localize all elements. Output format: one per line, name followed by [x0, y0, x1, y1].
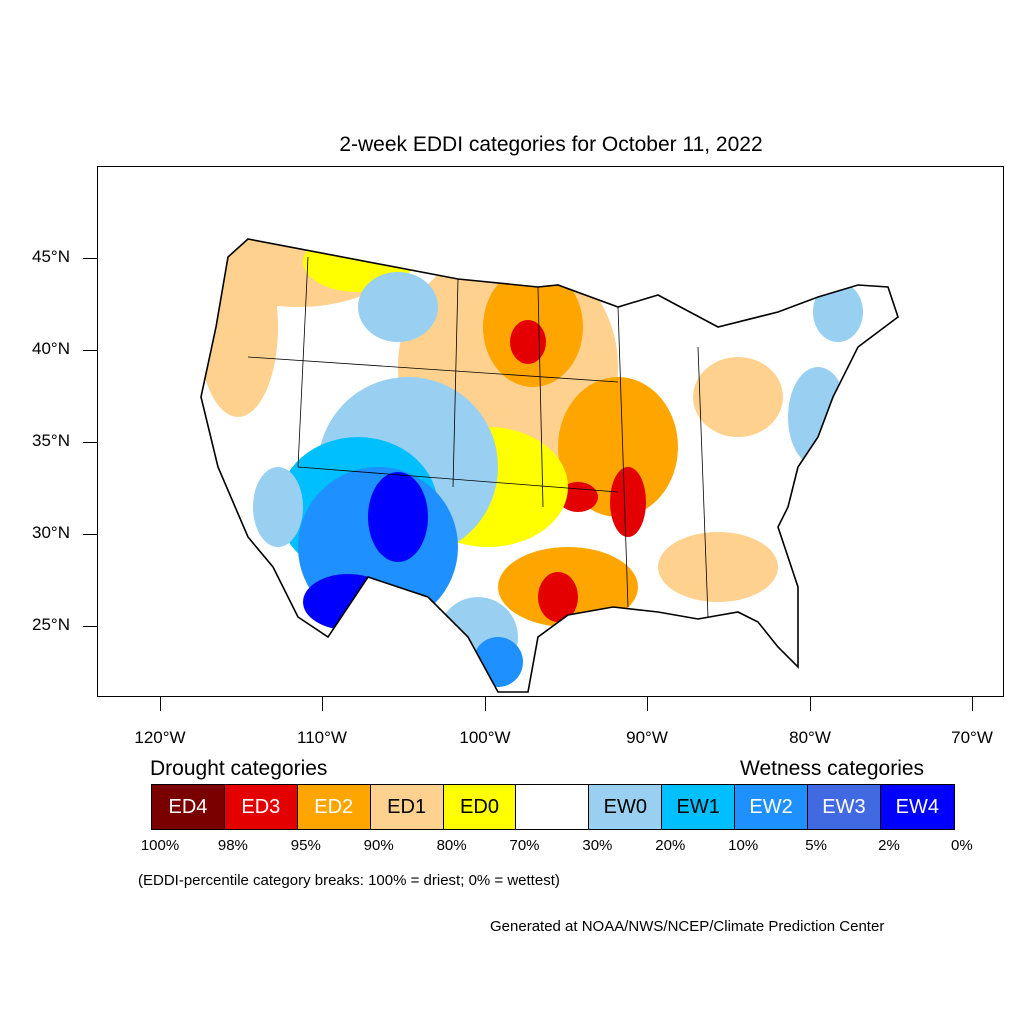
legend-swatch-ed4: ED4: [152, 785, 225, 829]
lat-label-30: 30°N: [32, 523, 70, 542]
lat-label-35: 35°N: [32, 431, 70, 450]
lat-label-45: 45°N: [32, 247, 70, 266]
legend-swatch-ed2: ED2: [297, 785, 371, 829]
legend-break-label: 10%: [728, 837, 759, 854]
legend-swatch-ew2: EW2: [735, 785, 809, 829]
legend-break-label: 98%: [217, 837, 248, 854]
wetness-header: Wetness categories: [740, 757, 925, 780]
lon-tick: [160, 697, 161, 711]
drought-header: Drought categories: [150, 757, 328, 780]
legend-swatch-ew4: EW4: [880, 785, 954, 829]
legend-break-label: 2%: [878, 837, 900, 854]
lon-tick: [972, 697, 973, 711]
lat-label-40: 40°N: [32, 339, 70, 358]
map-title: 2-week EDDI categories for October 11, 2…: [339, 133, 763, 156]
lat-tick: [83, 258, 97, 259]
legend-swatch-ew0: EW0: [589, 785, 663, 829]
legend-break-label: 95%: [290, 837, 321, 854]
lon-tick: [485, 697, 486, 711]
lon-label-120: 120°W: [134, 728, 186, 747]
lon-tick: [810, 697, 811, 711]
lon-label-100: 100°W: [459, 728, 511, 747]
lon-label-110: 110°W: [297, 728, 347, 747]
legend-break-label: 30%: [582, 837, 613, 854]
legend-break-label: 70%: [509, 837, 540, 854]
lon-tick: [647, 697, 648, 711]
legend-swatch-ed1: ED1: [370, 785, 444, 829]
lon-label-90: 90°W: [626, 728, 668, 747]
map-frame: [97, 166, 1004, 697]
legend-swatch-ed0: ED0: [443, 785, 517, 829]
lat-tick: [83, 350, 97, 351]
legend-break-label: 90%: [363, 837, 394, 854]
legend-break-label: 0%: [951, 837, 973, 854]
legend-break-label: 100%: [140, 837, 180, 854]
lat-tick: [83, 442, 97, 443]
legend-break-label: 80%: [436, 837, 467, 854]
legend-break-label: 5%: [805, 837, 827, 854]
lon-label-80: 80°W: [789, 728, 831, 747]
lat-tick: [83, 534, 97, 535]
lat-tick: [83, 626, 97, 627]
legend-note: (EDDI-percentile category breaks: 100% =…: [138, 872, 560, 889]
lon-tick: [322, 697, 323, 711]
legend-swatch-ed3: ED3: [224, 785, 298, 829]
lon-label-70: 70°W: [951, 728, 993, 747]
eddi-map: [200, 238, 899, 693]
legend-swatch-ew1: EW1: [662, 785, 736, 829]
legend-swatch-ew3: EW3: [808, 785, 881, 829]
lat-label-25: 25°N: [32, 615, 70, 634]
credit-text: Generated at NOAA/NWS/NCEP/Climate Predi…: [490, 918, 885, 935]
legend-break-label: 20%: [655, 837, 686, 854]
category-legend: ED4 ED3 ED2 ED1 ED0 EW0 EW1 EW2 EW3 EW4: [151, 784, 955, 830]
legend-swatch-neutral: [516, 785, 590, 829]
